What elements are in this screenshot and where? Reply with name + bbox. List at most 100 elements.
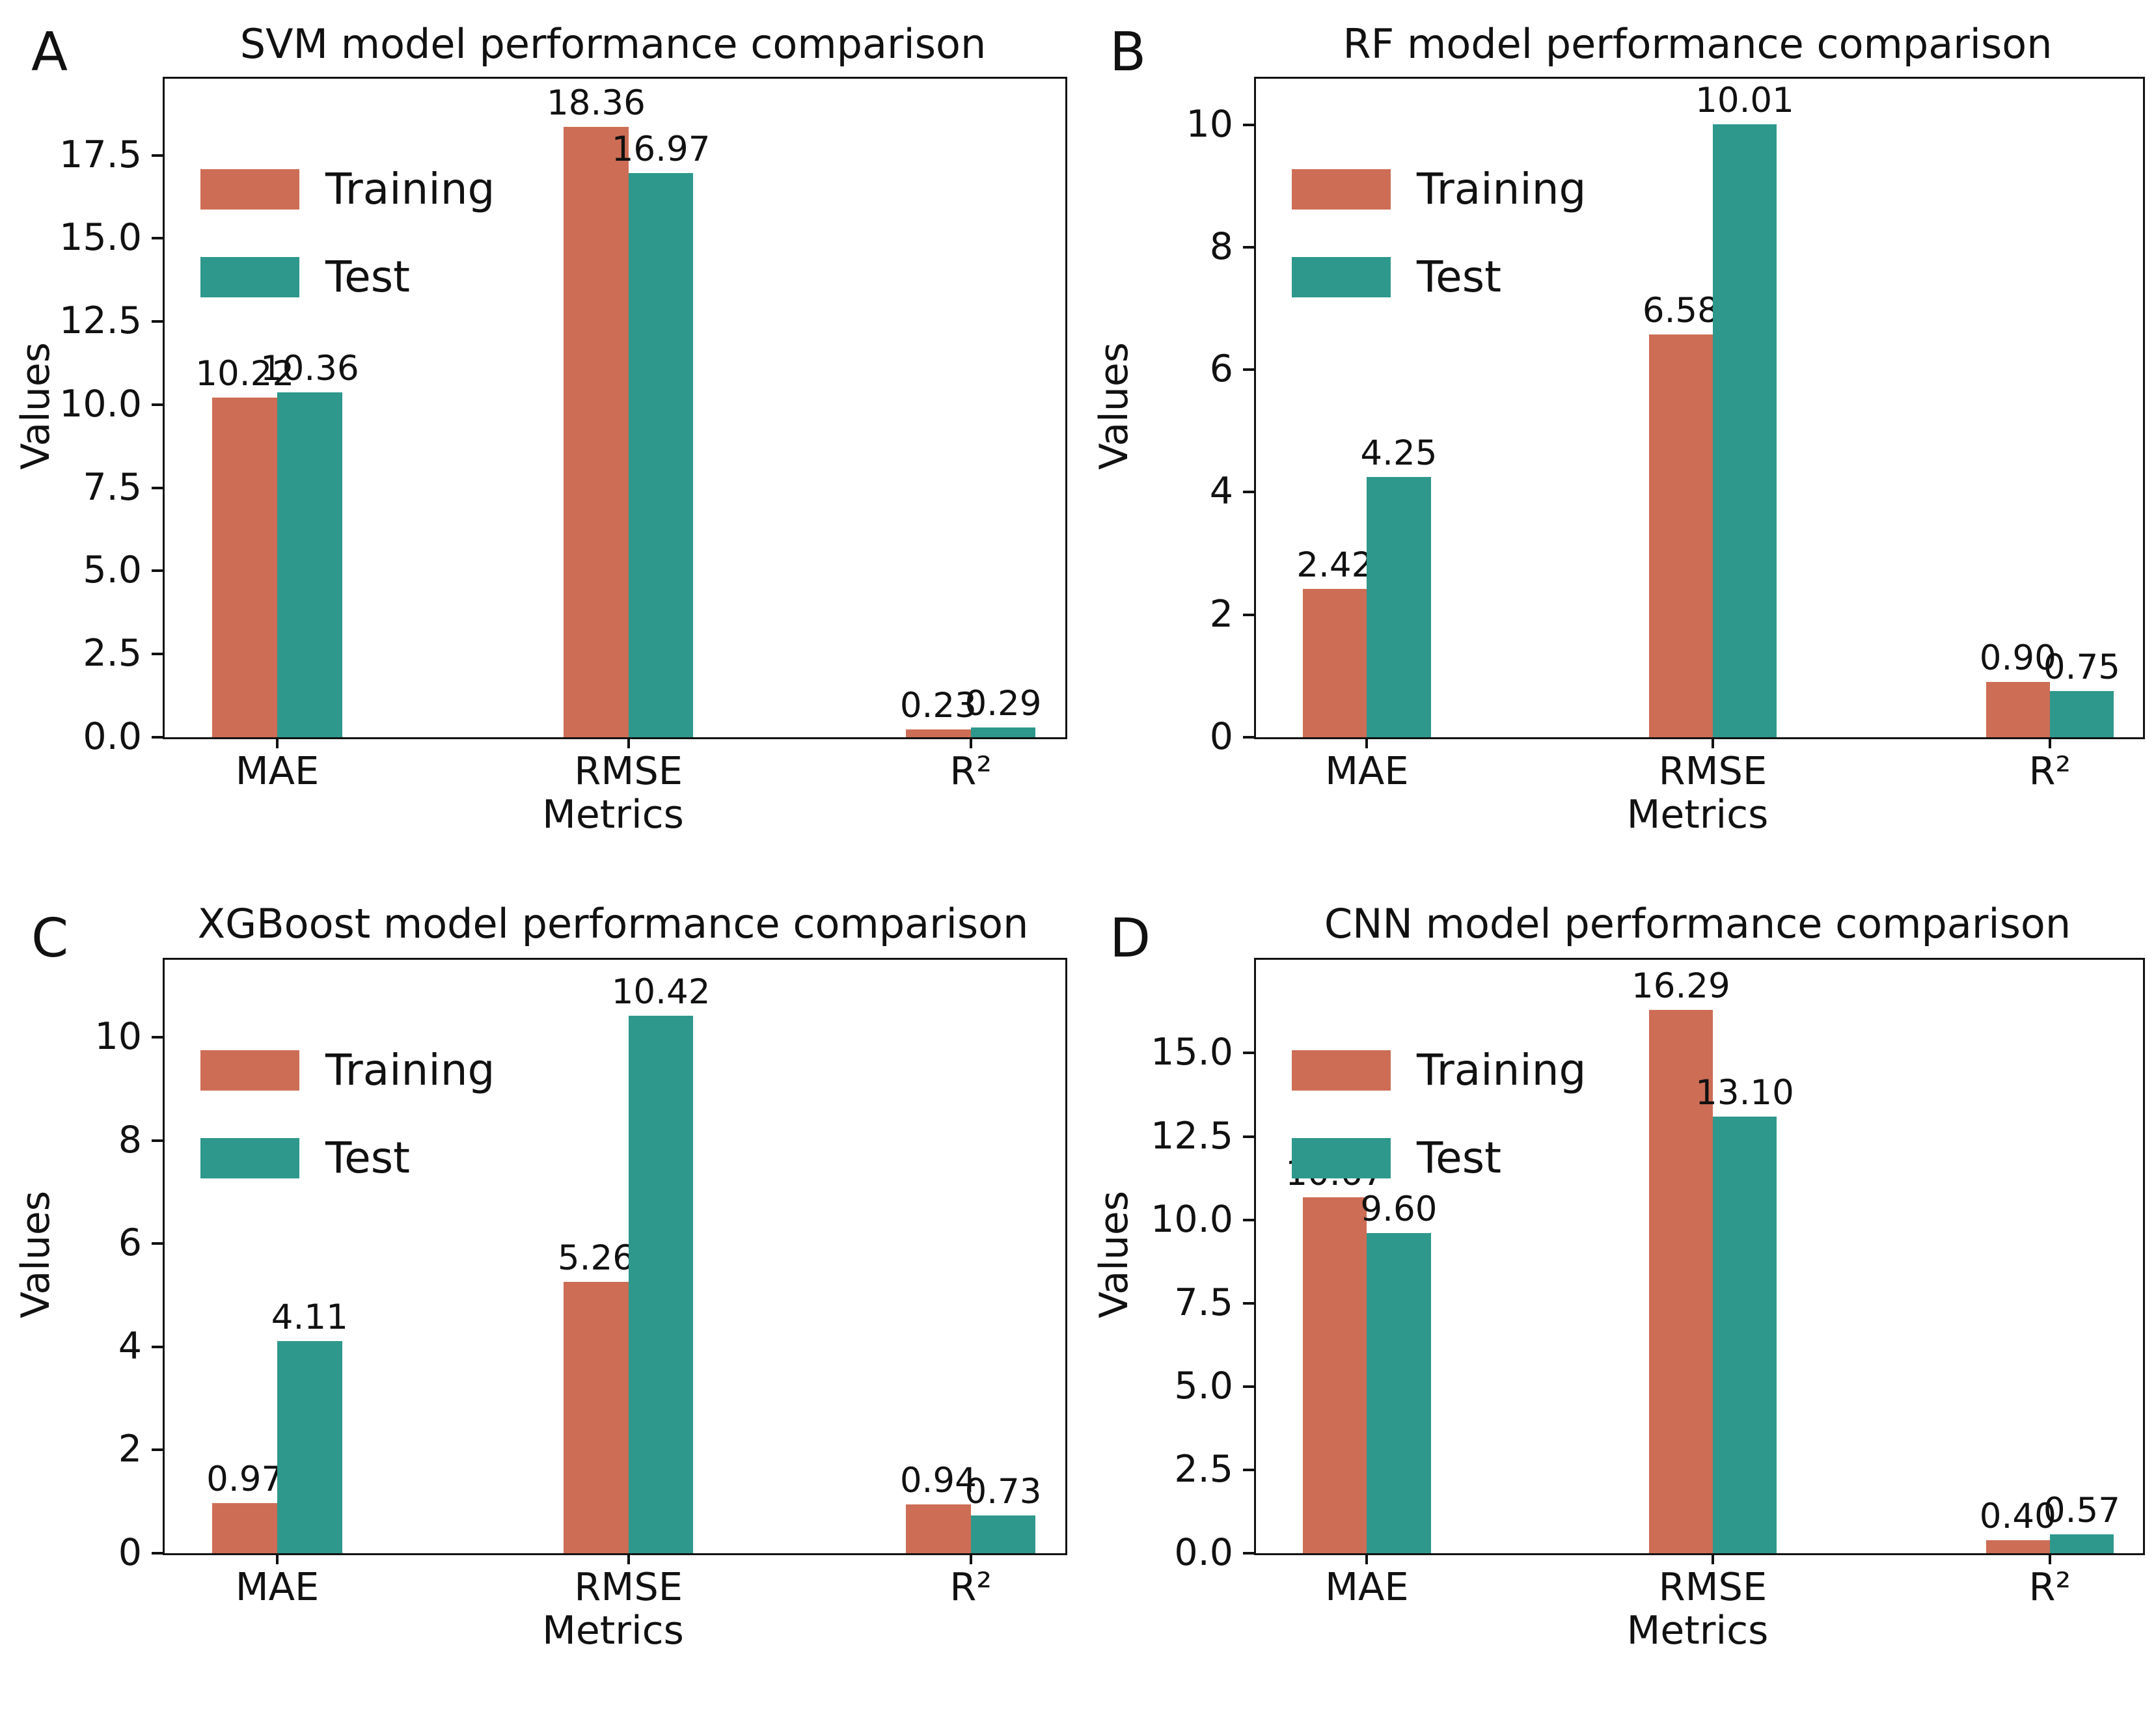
y-tick-label: 7.5 xyxy=(1174,1281,1233,1324)
bar-value-label: 0.23 xyxy=(899,686,977,726)
legend-label: Test xyxy=(1417,252,1501,302)
y-tick-mark xyxy=(152,1139,163,1142)
bar-value-label: 0.75 xyxy=(2043,647,2120,688)
y-tick-mark xyxy=(1243,1468,1254,1471)
chart-title: XGBoost model performance comparison xyxy=(197,900,1029,947)
bar-value-label: 13.10 xyxy=(1695,1072,1794,1113)
y-tick-label: 2.5 xyxy=(83,632,142,675)
y-tick-label: 10.0 xyxy=(59,382,142,426)
y-tick-mark xyxy=(152,403,163,406)
category-label: RMSE xyxy=(1658,748,1767,793)
panel-letter: C xyxy=(31,908,69,970)
bar-test-2 xyxy=(970,727,1036,737)
y-tick-mark xyxy=(152,320,163,323)
y-tick-mark xyxy=(1243,613,1254,616)
bar-test-2 xyxy=(2049,1534,2114,1553)
category-label: MAE xyxy=(1325,1564,1409,1609)
bar-test-1 xyxy=(628,1015,694,1553)
panel-letter: B xyxy=(1110,21,1147,83)
y-tick-label: 2 xyxy=(118,1428,142,1471)
y-tick-mark xyxy=(1243,123,1254,126)
y-tick-label: 8 xyxy=(118,1118,142,1161)
bar-test-1 xyxy=(1712,1116,1777,1553)
y-tick-mark xyxy=(1243,1135,1254,1138)
y-tick-label: 4 xyxy=(1209,470,1233,513)
bar-value-label: 4.11 xyxy=(271,1297,348,1338)
legend-item-test: Test xyxy=(1292,1137,1501,1180)
bar-value-label: 0.94 xyxy=(899,1461,977,1501)
bar-test-1 xyxy=(628,172,694,737)
legend-label: Test xyxy=(325,1133,410,1183)
legend-label: Training xyxy=(1417,164,1587,214)
bar-value-label: 16.29 xyxy=(1631,966,1730,1007)
legend-item-training: Training xyxy=(1292,168,1586,211)
bar-value-label: 6.58 xyxy=(1642,290,1719,331)
x-axis-label: Metrics xyxy=(1626,1608,1769,1653)
y-tick-mark xyxy=(152,1345,163,1348)
y-tick-label: 17.5 xyxy=(59,133,142,176)
category-label: R² xyxy=(949,748,992,793)
legend-item-test: Test xyxy=(200,256,410,299)
x-tick-mark xyxy=(1711,1553,1714,1564)
panel-svm: A SVM model performance comparison Value… xyxy=(0,0,1078,862)
legend-label: Training xyxy=(325,1045,495,1095)
bar-training-1 xyxy=(564,1281,629,1553)
y-tick-mark xyxy=(1243,491,1254,494)
chart-title: CNN model performance comparison xyxy=(1324,900,2071,947)
legend-label: Test xyxy=(1417,1133,1501,1183)
bar-value-label: 0.40 xyxy=(1979,1496,2056,1536)
legend-label: Test xyxy=(325,252,410,302)
y-tick-mark xyxy=(1243,245,1254,249)
y-tick-label: 0.0 xyxy=(83,715,142,758)
bar-training-0 xyxy=(1303,589,1367,737)
y-tick-label: 4 xyxy=(118,1324,142,1368)
x-axis-label: Metrics xyxy=(542,1608,684,1653)
legend-swatch-test xyxy=(1292,1138,1391,1178)
y-tick-label: 5.0 xyxy=(83,549,142,592)
x-tick-mark xyxy=(276,737,279,748)
legend-label: Training xyxy=(1417,1045,1587,1095)
bar-value-label: 0.57 xyxy=(2043,1490,2120,1530)
x-tick-mark xyxy=(969,737,972,748)
bar-test-1 xyxy=(1712,124,1777,737)
legend-swatch-test xyxy=(200,1138,299,1178)
y-tick-label: 10 xyxy=(94,1014,142,1058)
y-tick-label: 5.0 xyxy=(1174,1364,1233,1407)
bar-test-0 xyxy=(1367,1233,1431,1553)
legend-item-training: Training xyxy=(200,1049,495,1092)
bar-value-label: 0.29 xyxy=(964,684,1042,724)
panel-xgboost: C XGBoost model performance comparison V… xyxy=(0,863,1078,1725)
y-tick-label: 12.5 xyxy=(59,299,142,343)
y-tick-mark xyxy=(152,1035,163,1039)
category-label: MAE xyxy=(235,748,320,793)
bar-test-2 xyxy=(970,1515,1036,1553)
category-label: MAE xyxy=(1325,748,1409,793)
bar-test-0 xyxy=(277,392,342,737)
bar-value-label: 0.73 xyxy=(964,1472,1042,1512)
y-tick-label: 2 xyxy=(1209,592,1233,636)
y-tick-mark xyxy=(152,653,163,656)
legend-swatch-training xyxy=(200,169,299,210)
bar-value-label: 2.42 xyxy=(1296,545,1374,586)
plot-area: 0 2 4 6 8 10 MAE 0.97 4.11 RMSE 5.26 10.42 R² 0.94 0.7… xyxy=(94,958,1067,1606)
legend-item-training: Training xyxy=(200,168,495,211)
y-tick-mark xyxy=(152,1552,163,1555)
y-axis-label-wrap: Values xyxy=(1085,342,1143,470)
category-label: RMSE xyxy=(574,1564,683,1609)
legend-swatch-training xyxy=(1292,1050,1391,1091)
legend-swatch-training xyxy=(1292,169,1391,210)
y-tick-label: 0.0 xyxy=(1174,1531,1233,1574)
category-label: RMSE xyxy=(1658,1564,1767,1609)
bar-value-label: 10.22 xyxy=(195,353,295,394)
bar-value-label: 4.25 xyxy=(1360,433,1438,473)
bar-training-1 xyxy=(1648,334,1713,737)
bar-value-label: 10.01 xyxy=(1695,80,1794,120)
category-label: R² xyxy=(2028,748,2071,793)
bar-value-label: 10.36 xyxy=(260,349,359,389)
bar-training-0 xyxy=(212,1503,277,1553)
bar-value-label: 10.42 xyxy=(611,971,711,1012)
bar-training-2 xyxy=(906,729,971,737)
y-tick-mark xyxy=(1243,1552,1254,1555)
category-label: RMSE xyxy=(574,748,683,793)
bar-value-label: 16.97 xyxy=(611,129,711,169)
